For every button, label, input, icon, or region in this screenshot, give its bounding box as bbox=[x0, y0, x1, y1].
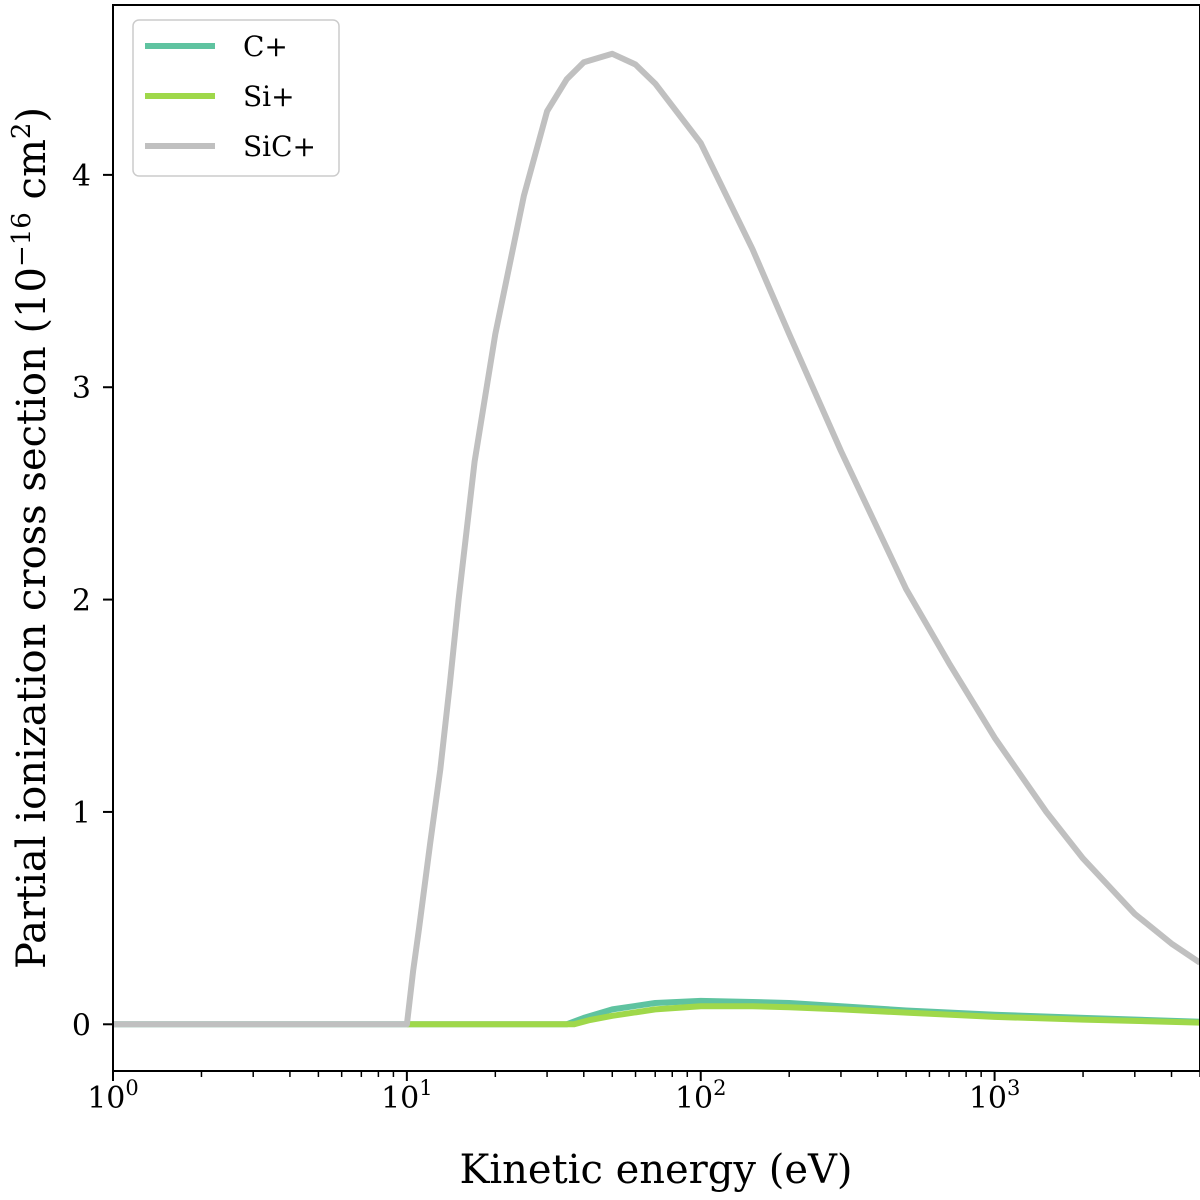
y-axis-ticks: 0 1 2 3 4 bbox=[72, 159, 113, 1043]
legend-label-1: Si+ bbox=[243, 80, 295, 113]
legend-label-0: C+ bbox=[243, 30, 288, 63]
y-tick-label: 0 bbox=[72, 1008, 91, 1043]
y-tick-label: 4 bbox=[72, 159, 91, 194]
x-tick-label: 100 bbox=[87, 1076, 139, 1116]
x-tick-label: 101 bbox=[381, 1076, 433, 1116]
plot-lines bbox=[113, 50, 1200, 1028]
x-tick-label: 103 bbox=[969, 1076, 1021, 1116]
legend: C+ Si+ SiC+ bbox=[132, 19, 340, 177]
x-tick-label: 102 bbox=[675, 1076, 727, 1116]
series-line-1 bbox=[406, 1003, 1200, 1028]
y-tick-label: 1 bbox=[72, 796, 91, 831]
series-line-2 bbox=[113, 50, 1200, 1028]
legend-label-2: SiC+ bbox=[243, 130, 316, 163]
y-tick-label: 3 bbox=[72, 371, 91, 406]
x-axis-label: Kinetic energy (eV) bbox=[459, 1147, 852, 1193]
plot-frame bbox=[112, 4, 1200, 1072]
legend-box bbox=[132, 19, 340, 177]
y-axis-label: Partial ionization cross section (10−16 … bbox=[7, 107, 55, 969]
x-axis-ticks: 100 101 102 103 bbox=[87, 1071, 1200, 1116]
y-tick-label: 2 bbox=[72, 584, 91, 619]
